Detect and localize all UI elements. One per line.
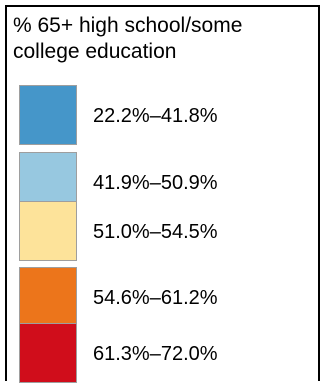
legend-item-label: 41.9%–50.9% <box>93 172 218 194</box>
legend-swatch <box>19 323 77 383</box>
legend-item: 51.0%–54.5% <box>19 201 309 263</box>
legend-swatch <box>19 85 77 145</box>
legend-swatch <box>19 267 77 327</box>
legend-item: 61.3%–72.0% <box>19 323 309 385</box>
legend-swatch <box>19 201 77 261</box>
legend-item-label: 61.3%–72.0% <box>93 343 218 365</box>
legend-item: 54.6%–61.2% <box>19 267 309 329</box>
legend-item-label: 51.0%–54.5% <box>93 221 218 243</box>
legend-item-label: 22.2%–41.8% <box>93 105 218 127</box>
legend-item-label: 54.6%–61.2% <box>93 287 218 309</box>
map-legend: % 65+ high school/some college education… <box>5 5 320 383</box>
legend-item: 22.2%–41.8% <box>19 85 309 147</box>
legend-title: % 65+ high school/some college education <box>13 14 243 63</box>
